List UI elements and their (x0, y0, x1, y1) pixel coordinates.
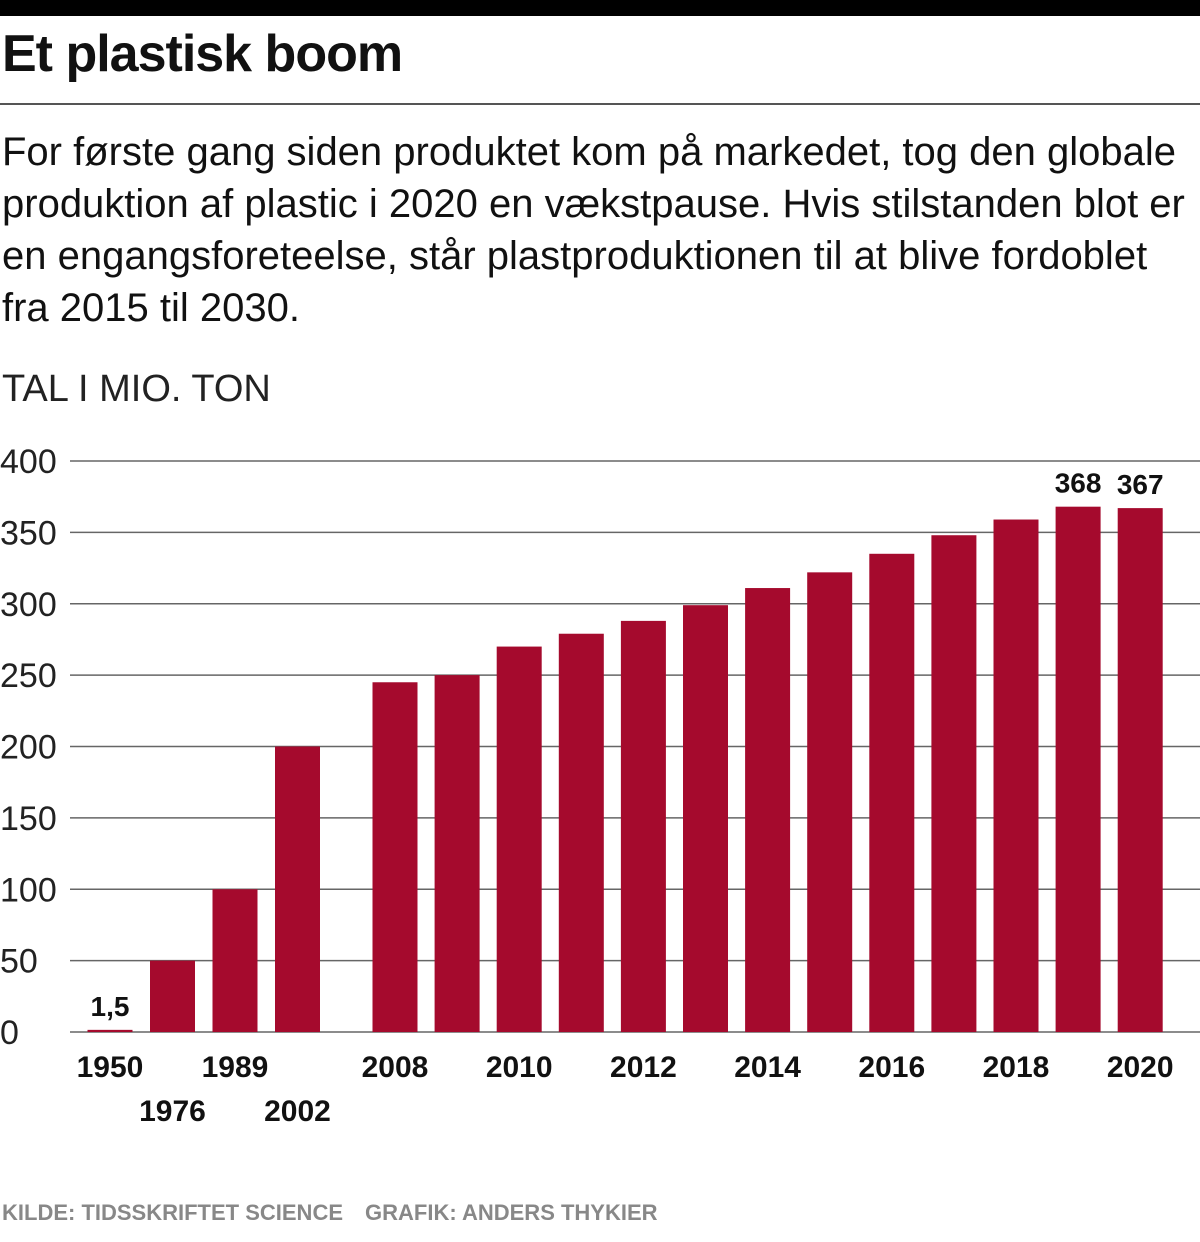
bar-2009 (434, 675, 480, 1032)
bar-1950 (87, 1029, 133, 1032)
data-label: 368 (1055, 468, 1102, 499)
top-bar (0, 0, 1200, 16)
y-tick-label: 0 (0, 1014, 19, 1052)
bar-2008 (372, 682, 418, 1032)
y-tick-label: 50 (0, 943, 38, 981)
x-tick-label: 2020 (1107, 1051, 1174, 1084)
page-title: Et plastisk boom (2, 25, 403, 83)
data-labels: 1,5 368 367 (91, 468, 1164, 1022)
title-divider (0, 103, 1200, 105)
data-label: 1,5 (91, 991, 130, 1022)
x-tick-label: 2014 (734, 1051, 801, 1084)
x-tick-label: 2008 (362, 1051, 429, 1084)
footer: KILDE: TIDSSKRIFTET SCIENCE GRAFIK: ANDER… (2, 1200, 658, 1226)
y-tick-label: 400 (0, 443, 57, 481)
bars (87, 506, 1163, 1032)
x-tick-label: 1989 (202, 1051, 269, 1084)
subtitle: For første gang siden produktet kom på m… (2, 130, 1185, 330)
y-tick-label: 150 (0, 800, 57, 838)
x-tick-label: 2002 (264, 1095, 331, 1128)
bar-2016 (869, 553, 915, 1032)
y-tick-label: 300 (0, 586, 57, 624)
bar-2015 (807, 572, 853, 1032)
x-tick-label: 2018 (983, 1051, 1050, 1084)
x-tick-label: 2016 (858, 1051, 925, 1084)
graphic-credit: GRAFIK: ANDERS THYKIER (365, 1200, 658, 1225)
bar-2011 (558, 633, 604, 1032)
bar-2018 (993, 519, 1039, 1032)
data-label: 367 (1117, 469, 1164, 500)
bar-1976 (150, 960, 195, 1032)
y-tick-label: 350 (0, 514, 57, 552)
bar-2014 (745, 588, 791, 1032)
y-tick-label: 100 (0, 871, 57, 909)
x-tick-label: 1976 (139, 1095, 206, 1128)
y-axis-labels: 0 50 100 150 200 250 300 350 400 (0, 443, 57, 1052)
x-tick-label: 2012 (610, 1051, 677, 1084)
bar-1989 (212, 889, 258, 1032)
bar-2010 (496, 646, 542, 1032)
bar-2017 (931, 535, 977, 1032)
x-tick-label: 2010 (486, 1051, 553, 1084)
y-tick-label: 250 (0, 657, 57, 695)
source-credit: KILDE: TIDSSKRIFTET SCIENCE (2, 1200, 344, 1225)
bar-2012 (620, 620, 666, 1032)
bar-2019 (1055, 506, 1101, 1032)
bar-2020 (1117, 508, 1163, 1032)
x-tick-label: 1950 (77, 1051, 144, 1084)
y-tick-label: 200 (0, 729, 57, 767)
bar-2002 (275, 746, 320, 1032)
x-axis-labels: 1950 1976 1989 2002 2008 2010 2012 2014 2016 2018… (77, 1051, 1174, 1128)
unit-label: TAL I MIO. TON (2, 368, 271, 410)
bar-2013 (683, 605, 728, 1032)
